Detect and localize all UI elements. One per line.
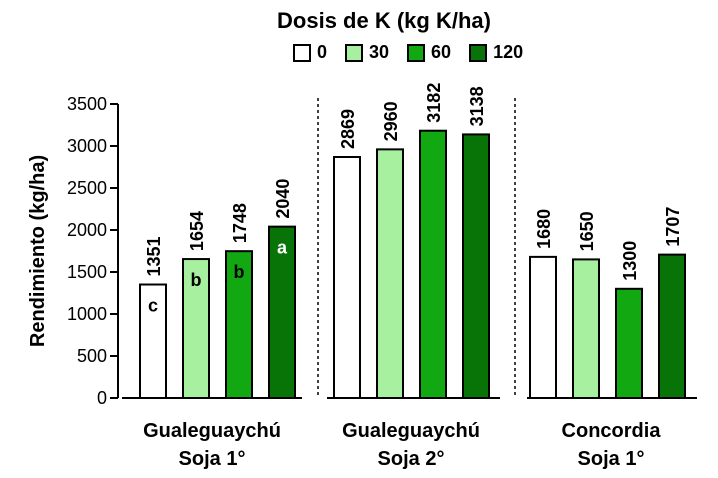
data-label-g2-s0: 1680 — [534, 209, 554, 249]
legend-swatch-120 — [469, 43, 488, 62]
category-label-0-line2: Soja 1° — [179, 448, 246, 470]
y-tick-label-2000: 2000 — [67, 220, 107, 240]
bar-g2-s1 — [572, 258, 600, 399]
category-label-1-line1: Gualeguaychú — [342, 420, 480, 442]
data-label-g1-s1: 2960 — [381, 101, 401, 141]
data-label-g2-s1: 1650 — [577, 211, 597, 251]
legend-swatch-30 — [345, 43, 364, 62]
data-label-g0-s3: 2040 — [273, 179, 293, 219]
category-label-1-line2: Soja 2° — [378, 448, 445, 470]
legend-title: Dosis de K (kg K/ha) — [277, 8, 491, 33]
bar-g1-s0 — [333, 156, 361, 399]
data-label-g0-s1: 1654 — [187, 211, 207, 251]
bar-g1-s3 — [462, 133, 490, 400]
y-tick-label-500: 500 — [77, 346, 107, 366]
legend-items: 0 30 60 120 — [293, 42, 541, 63]
significance-letter-g0-s2: b — [234, 262, 245, 282]
legend-label-30: 30 — [369, 42, 390, 62]
significance-letter-g0-s1: b — [191, 270, 202, 290]
significance-letter-g0-s0: c — [148, 296, 158, 316]
data-label-g2-s3: 1707 — [663, 207, 683, 247]
legend-label-120: 120 — [493, 42, 524, 62]
bar-g0-s0 — [139, 283, 167, 399]
legend-label-0: 0 — [317, 42, 328, 62]
y-tick-label-2500: 2500 — [67, 178, 107, 198]
y-tick-label-3500: 3500 — [67, 94, 107, 114]
y-axis-label: Rendimiento (kg/ha) — [27, 155, 49, 347]
legend: Dosis de K (kg K/ha) 0 30 60 120 — [0, 0, 718, 70]
bar-g2-s0 — [529, 255, 557, 399]
data-label-g2-s2: 1300 — [620, 241, 640, 281]
data-label-g0-s0: 1351 — [144, 236, 164, 276]
bar-g2-s2 — [615, 287, 643, 399]
legend-swatch-0 — [293, 43, 311, 62]
legend-label-60: 60 — [431, 42, 452, 62]
data-label-g0-s2: 1748 — [230, 203, 250, 243]
legend-item-120: 120 — [469, 42, 523, 63]
category-label-2-line1: Concordia — [562, 420, 662, 442]
bar-g0-s1 — [182, 258, 210, 399]
significance-letter-g0-s3: a — [277, 238, 288, 258]
bar-g0-s3 — [268, 225, 296, 399]
y-tick-label-1000: 1000 — [67, 304, 107, 324]
legend-item-60: 60 — [407, 42, 451, 63]
legend-item-30: 30 — [345, 42, 389, 63]
category-label-0-line1: Gualeguaychú — [143, 420, 281, 442]
data-label-g1-s3: 3138 — [467, 86, 487, 126]
data-label-g1-s0: 2869 — [338, 109, 358, 149]
y-tick-label-3000: 3000 — [67, 136, 107, 156]
bar-g0-s2 — [225, 250, 253, 399]
legend-swatch-60 — [407, 43, 426, 62]
category-label-2-line2: Soja 1° — [578, 448, 645, 470]
bar-g1-s2 — [419, 129, 447, 399]
bar-g1-s1 — [376, 148, 404, 399]
legend-item-0: 0 — [293, 42, 327, 63]
y-tick-label-1500: 1500 — [67, 262, 107, 282]
bar-g2-s3 — [658, 253, 686, 399]
y-tick-label-0: 0 — [97, 388, 107, 408]
data-label-g1-s2: 3182 — [424, 83, 444, 123]
